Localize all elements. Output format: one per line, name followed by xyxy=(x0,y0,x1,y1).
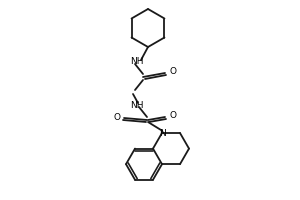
Text: O: O xyxy=(113,112,121,121)
Text: NH: NH xyxy=(130,100,144,110)
Text: NH: NH xyxy=(130,58,144,66)
Text: O: O xyxy=(169,68,176,76)
Text: N: N xyxy=(160,129,167,138)
Text: O: O xyxy=(169,112,176,120)
